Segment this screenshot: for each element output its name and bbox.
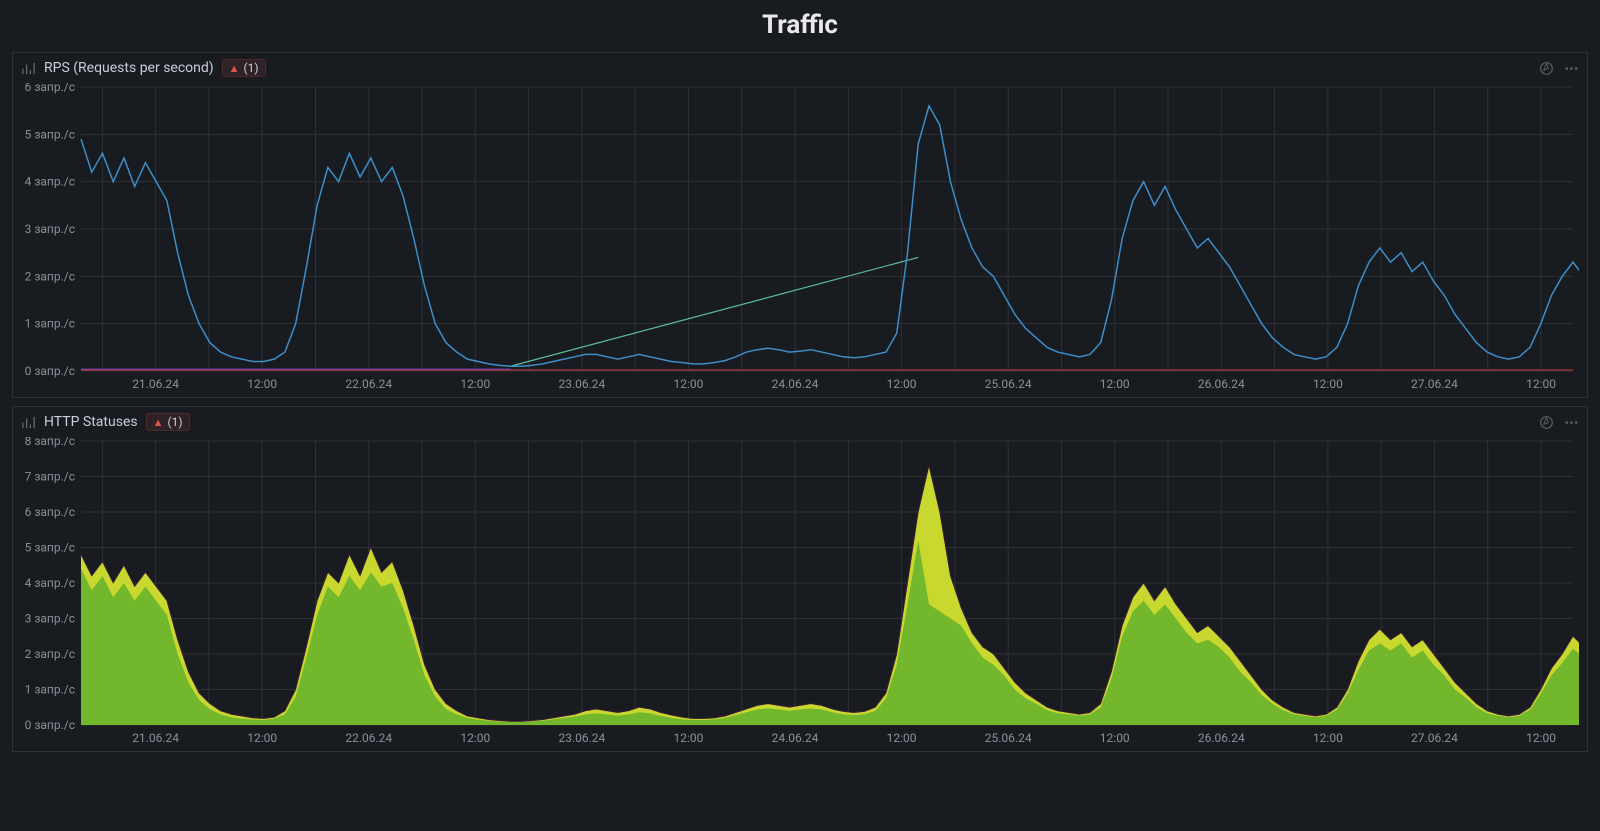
- svg-text:22.06.24: 22.06.24: [345, 731, 392, 745]
- http-panel: HTTP Statuses ▲ (1) 0 запр./c 1 запр./c 2 …: [12, 406, 1588, 752]
- svg-text:5 запр./c: 5 запр./c: [25, 541, 75, 555]
- svg-text:24.06.24: 24.06.24: [772, 377, 819, 391]
- panel-header: HTTP Statuses ▲ (1): [13, 407, 1587, 437]
- svg-text:12:00: 12:00: [1100, 731, 1130, 745]
- svg-text:22.06.24: 22.06.24: [345, 377, 392, 391]
- svg-text:12:00: 12:00: [887, 377, 917, 391]
- alert-triangle-icon: ▲: [229, 62, 240, 75]
- svg-text:3 запр./c: 3 запр./c: [25, 222, 75, 236]
- alert-triangle-icon: ▲: [153, 416, 164, 429]
- alert-count: (1): [244, 61, 259, 75]
- svg-text:12:00: 12:00: [1100, 377, 1130, 391]
- bar-chart-icon: [21, 61, 36, 76]
- svg-text:23.06.24: 23.06.24: [558, 731, 605, 745]
- rps-panel: RPS (Requests per second) ▲ (1) 0 запр./…: [12, 52, 1588, 398]
- svg-text:25.06.24: 25.06.24: [985, 377, 1032, 391]
- svg-text:6 запр./c: 6 запр./c: [25, 83, 75, 94]
- rps-chart: 0 запр./c 1 запр./c 2 запр./c 3 запр./c 4 за…: [19, 83, 1579, 393]
- menu-dots-icon[interactable]: [1564, 61, 1579, 76]
- panel-title: HTTP Statuses: [44, 414, 138, 430]
- svg-text:12:00: 12:00: [1313, 377, 1343, 391]
- svg-text:0 запр./c: 0 запр./c: [25, 718, 75, 732]
- http-chart-wrap: 0 запр./c 1 запр./c 2 запр./c 3 запр./c 4 за…: [13, 437, 1587, 751]
- svg-text:0 запр./c: 0 запр./c: [25, 364, 75, 378]
- svg-text:1 запр./c: 1 запр./c: [25, 317, 75, 331]
- svg-text:26.06.24: 26.06.24: [1198, 731, 1245, 745]
- panel-header: RPS (Requests per second) ▲ (1): [13, 53, 1587, 83]
- svg-text:7 запр./c: 7 запр./c: [25, 470, 75, 484]
- svg-text:8 запр./c: 8 запр./c: [25, 437, 75, 448]
- svg-text:2 запр./c: 2 запр./c: [25, 647, 75, 661]
- svg-text:5 запр./c: 5 запр./c: [25, 127, 75, 141]
- compass-icon[interactable]: [1539, 61, 1554, 76]
- svg-text:12:00: 12:00: [460, 731, 490, 745]
- http-chart: 0 запр./c 1 запр./c 2 запр./c 3 запр./c 4 за…: [19, 437, 1579, 747]
- svg-text:3 запр./c: 3 запр./c: [25, 612, 75, 626]
- panel-title: RPS (Requests per second): [44, 60, 214, 76]
- page-title: Traffic: [0, 0, 1600, 52]
- alert-badge[interactable]: ▲ (1): [146, 413, 190, 431]
- svg-text:23.06.24: 23.06.24: [558, 377, 605, 391]
- svg-text:12:00: 12:00: [674, 731, 704, 745]
- rps-chart-wrap: 0 запр./c 1 запр./c 2 запр./c 3 запр./c 4 за…: [13, 83, 1587, 397]
- svg-text:12:00: 12:00: [247, 377, 277, 391]
- svg-text:24.06.24: 24.06.24: [772, 731, 819, 745]
- bar-chart-icon: [21, 415, 36, 430]
- svg-text:12:00: 12:00: [674, 377, 704, 391]
- svg-text:27.06.24: 27.06.24: [1411, 377, 1458, 391]
- svg-text:26.06.24: 26.06.24: [1198, 377, 1245, 391]
- alert-count: (1): [167, 415, 182, 429]
- svg-text:4 запр./c: 4 запр./c: [25, 576, 75, 590]
- svg-text:4 запр./c: 4 запр./c: [25, 175, 75, 189]
- svg-text:2 запр./c: 2 запр./c: [25, 269, 75, 283]
- svg-text:12:00: 12:00: [1313, 731, 1343, 745]
- svg-text:12:00: 12:00: [887, 731, 917, 745]
- svg-text:6 запр./c: 6 запр./c: [25, 505, 75, 519]
- compass-icon[interactable]: [1539, 415, 1554, 430]
- svg-text:12:00: 12:00: [247, 731, 277, 745]
- svg-text:27.06.24: 27.06.24: [1411, 731, 1458, 745]
- svg-text:12:00: 12:00: [1526, 377, 1556, 391]
- svg-text:21.06.24: 21.06.24: [132, 731, 179, 745]
- svg-text:21.06.24: 21.06.24: [132, 377, 179, 391]
- alert-badge[interactable]: ▲ (1): [222, 59, 266, 77]
- menu-dots-icon[interactable]: [1564, 415, 1579, 430]
- svg-text:25.06.24: 25.06.24: [985, 731, 1032, 745]
- svg-text:12:00: 12:00: [1526, 731, 1556, 745]
- svg-text:1 запр./c: 1 запр./c: [25, 683, 75, 697]
- svg-text:12:00: 12:00: [460, 377, 490, 391]
